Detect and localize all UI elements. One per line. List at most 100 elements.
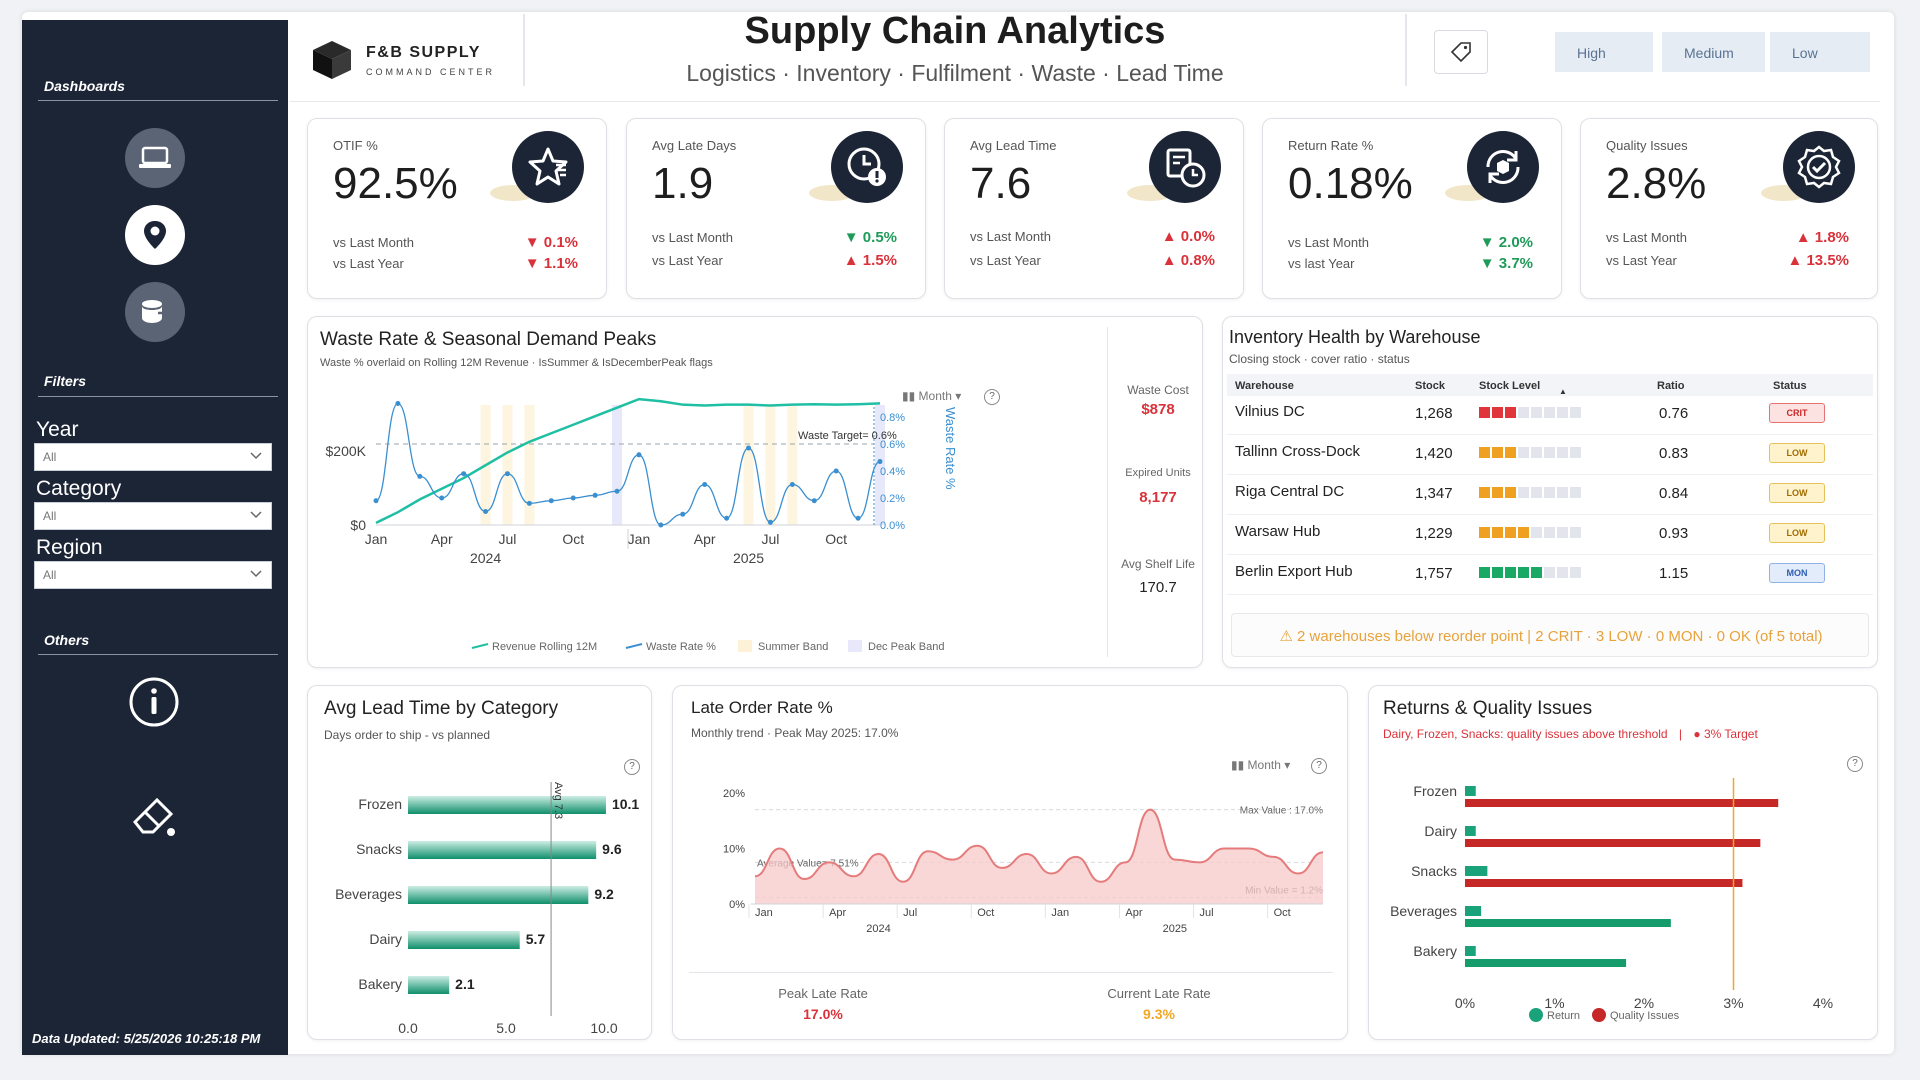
summer-band [502,405,513,525]
bar-value-label: 9.6 [602,841,622,857]
region-filter-label: Region [36,536,103,559]
col-stock-level[interactable]: Stock Level [1479,380,1541,392]
priority-medium-button[interactable]: Medium [1662,32,1765,72]
panel-title: Returns & Quality Issues [1383,698,1593,719]
priority-high-button[interactable]: High [1555,32,1653,72]
return-bar [1465,826,1476,836]
nav-database-button[interactable] [125,282,185,342]
shelf-life-label: Avg Shelf Life [1121,557,1195,571]
stock-level-segment [1570,407,1581,418]
ratio-value: 0.83 [1659,445,1689,462]
quality-bar [1465,799,1779,807]
stock-level-segment [1531,447,1542,458]
kpi-delta-year: ▲ 1.5% [843,252,897,269]
kpi-label: Return Rate % [1288,138,1374,153]
stock-level-bar [1479,525,1583,543]
year-filter-select[interactable]: All [34,443,272,471]
panel-title: Waste Rate & Seasonal Demand Peaks [320,329,657,350]
tag-button[interactable] [1434,30,1488,74]
logo [310,38,354,87]
region-filter-select[interactable]: All [34,561,272,589]
col-ratio[interactable]: Ratio [1657,380,1685,392]
y-tick-label: $0 [350,517,366,533]
table-row[interactable]: Warsaw Hub 1,229 0.93 LOW [1227,519,1873,555]
category-label: Beverages [335,886,402,902]
status-badge: MON [1769,563,1825,583]
stock-level-segment [1531,407,1542,418]
avg-reference-label: Avg 7.3 [552,782,564,819]
x-tick-label: 4% [1813,995,1833,1011]
summer-band [765,405,776,525]
table-row[interactable]: Vilnius DC 1,268 0.76 CRIT [1227,399,1873,435]
help-icon[interactable]: ? [1311,758,1327,774]
category-filter-select[interactable]: All [34,502,272,530]
kpi-label: Avg Lead Time [970,138,1057,153]
x-tick-label: Jul [903,907,917,919]
stock-level-segment [1518,567,1529,578]
waste-rate-point [746,445,752,451]
bar-value-label: 2.1 [455,976,475,992]
expired-units-value: 8,177 [1139,489,1177,506]
help-icon[interactable]: ? [984,389,1000,405]
col-status[interactable]: Status [1773,380,1807,392]
x-tick-label: Oct [1274,907,1291,919]
category-label: Dairy [1424,823,1457,839]
priority-low-button[interactable]: Low [1770,32,1870,72]
clear-filters-button[interactable] [124,785,184,845]
stock-level-segment [1544,567,1555,578]
kpi-vs-year-label: vs last Year [1288,256,1355,271]
nav-laptop-button[interactable] [125,128,185,188]
waste-rate-point [461,471,467,477]
sort-caret-icon[interactable]: ▲ [1559,387,1567,396]
waste-rate-point [702,482,708,487]
quality-bar [1465,839,1761,847]
laptop-icon [139,146,171,168]
x-tick-label: Jan [628,531,651,547]
y-tick-label: 20% [723,788,745,800]
stock-level-segment [1570,527,1581,538]
x-tick-label: Apr [694,531,716,547]
waste-rate-point [789,482,795,487]
others-heading: Others [44,632,90,648]
region-filter-value: All [43,568,57,582]
category-label: Bakery [358,976,402,992]
category-label: Beverages [1390,903,1457,919]
year-filter-label: Year [36,418,79,441]
kpi-value: 92.5% [333,159,458,208]
clock-alert-icon [831,131,903,203]
info-button[interactable] [124,672,184,732]
waste-rate-point [680,511,686,517]
kpi-vs-month-label: vs Last Month [970,229,1051,244]
kpi-delta-month: ▼ 0.1% [524,234,578,251]
kpi-card-lead-time[interactable]: Avg Lead Time 7.6 vs Last Month ▲ 0.0% v… [944,118,1244,299]
legend-swatch [625,643,643,649]
nav-location-button[interactable] [125,205,185,265]
kpi-card-late-days[interactable]: Avg Late Days 1.9 vs Last Month ▼ 0.5% v… [626,118,926,299]
help-icon[interactable]: ? [624,759,640,775]
tag-icon [1450,42,1471,63]
stock-level-segment [1492,407,1503,418]
table-row[interactable]: Berlin Export Hub 1,757 1.15 MON [1227,559,1873,595]
kpi-card-quality[interactable]: Quality Issues 2.8% vs Last Month ▲ 1.8%… [1580,118,1878,299]
status-badge: LOW [1769,523,1825,543]
legend-swatch [471,643,489,649]
legend-label: Summer Band [758,641,828,653]
kpi-vs-month-label: vs Last Month [1288,235,1369,250]
table-row[interactable]: Riga Central DC 1,347 0.84 LOW [1227,479,1873,515]
month-drill-button[interactable]: ▮▮ Month ▾ [902,389,962,403]
month-drill-button[interactable]: ▮▮ Month ▾ [1231,758,1291,772]
stock-level-segment [1518,487,1529,498]
table-row[interactable]: Tallinn Cross-Dock 1,420 0.83 LOW [1227,439,1873,475]
stock-level-segment [1557,567,1568,578]
stock-value: 1,229 [1415,525,1453,542]
stock-level-segment [1505,407,1516,418]
x-tick-label: Oct [825,531,847,547]
legend-label: Return [1547,1010,1580,1022]
kpi-label: Avg Late Days [652,138,737,153]
y-tick-label: $200K [326,443,367,459]
col-warehouse[interactable]: Warehouse [1235,380,1294,392]
col-stock[interactable]: Stock [1415,380,1445,392]
help-icon[interactable]: ? [1847,756,1863,772]
kpi-card-return-rate[interactable]: Return Rate % 0.18% vs Last Month ▼ 2.0%… [1262,118,1562,299]
kpi-card-otif[interactable]: OTIF % 92.5% vs Last Month ▼ 0.1% vs Las… [307,118,607,299]
